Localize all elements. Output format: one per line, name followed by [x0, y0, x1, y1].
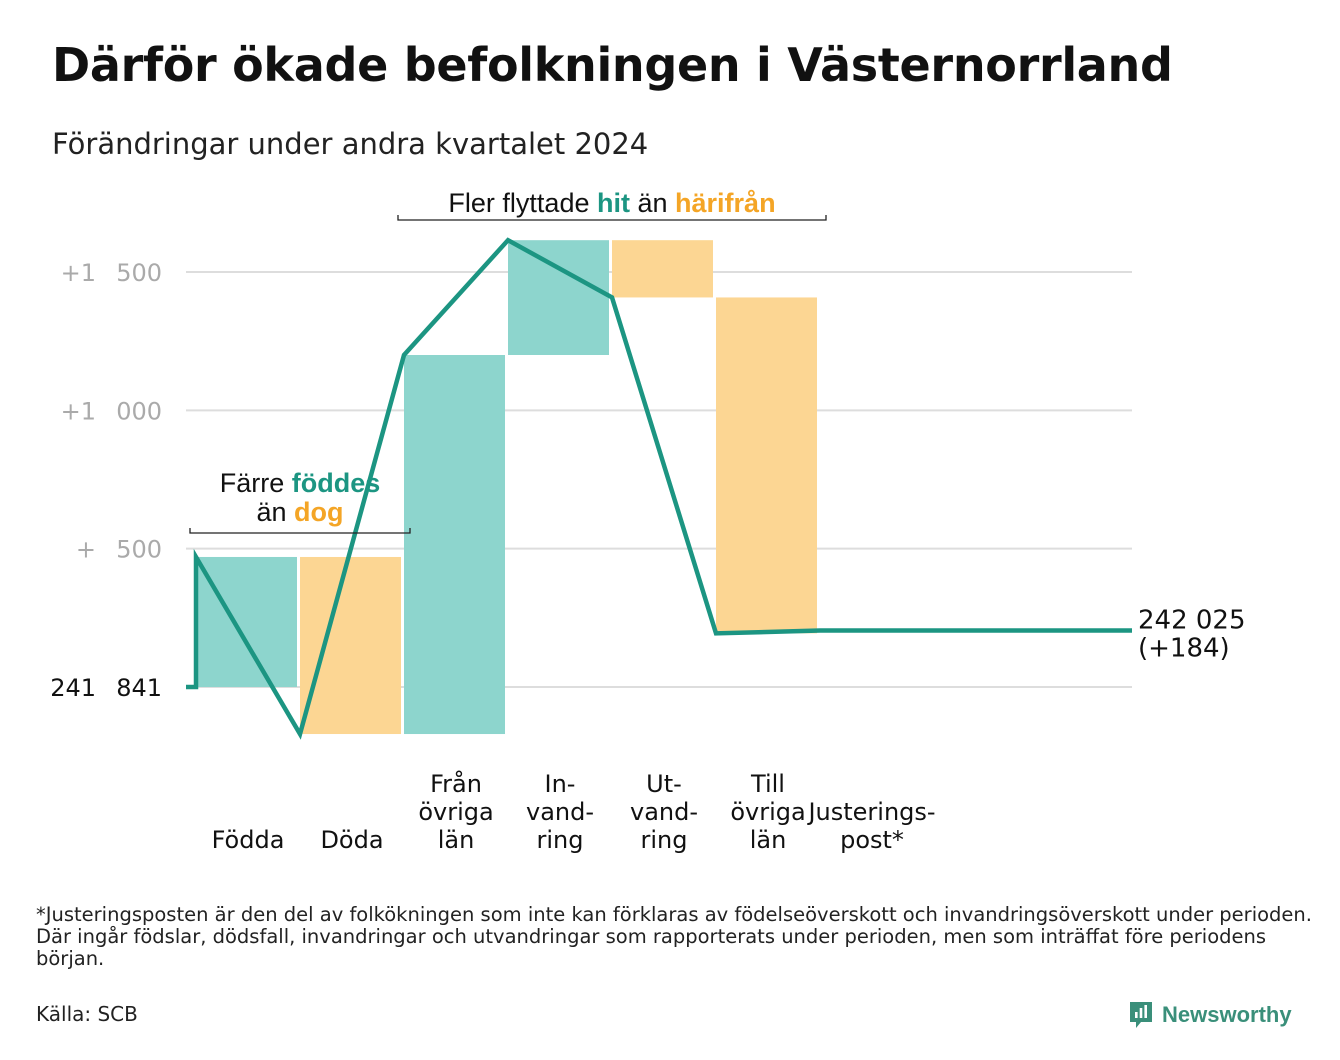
chart-title: Därför ökade befolkningen i Västernorrla… — [52, 38, 1173, 92]
annotation-text-part: Färre — [220, 468, 292, 498]
y-tick-label-value: 500 — [116, 259, 162, 287]
brand-logo: Newsworthy — [1128, 998, 1292, 1032]
annotation-bracket — [189, 528, 411, 534]
y-tick-label-value: 000 — [116, 397, 162, 425]
x-label-6: post* — [840, 826, 904, 854]
x-label-3: vand- — [526, 798, 594, 826]
x-label-1: Döda — [320, 826, 383, 854]
footnote: *Justeringsposten är den del av folkökni… — [36, 903, 1312, 970]
annotation-text: än dog — [256, 497, 343, 527]
step-line — [186, 237, 1132, 740]
annotation-text-part: dog — [294, 497, 343, 527]
bar-3 — [508, 240, 609, 355]
x-label-5: övriga — [730, 798, 805, 826]
annotation-text-part: än — [630, 188, 675, 218]
y-tick-label-prefix: + — [76, 536, 96, 564]
x-label-0: Födda — [212, 826, 285, 854]
x-label-5: Till — [750, 770, 785, 798]
y-tick-label-value: 500 — [116, 536, 162, 564]
y-tick-label-prefix: 241 — [50, 674, 96, 702]
waterfall-chart: 241 841+ 500+1 000+1 500 Födda DödaFrånövriga… — [50, 188, 1246, 854]
annotation-text: Färre föddes — [220, 468, 381, 498]
x-label-2: övriga — [418, 798, 493, 826]
annotation-text-part: hit — [597, 188, 630, 218]
final-value: 242 025 — [1138, 606, 1246, 636]
x-label-2: län — [438, 826, 475, 854]
x-label-4: Ut- — [646, 770, 682, 798]
y-axis-tick-labels: 241 841 + 500 +1 000 +1 500 — [50, 259, 162, 702]
y-tick-label-value: 841 — [116, 674, 162, 702]
x-label-3: ring — [537, 826, 584, 854]
bars — [196, 240, 817, 735]
bar-0 — [196, 556, 297, 687]
annotation-text-part: än — [256, 497, 294, 527]
annotation-text-part: föddes — [292, 468, 381, 498]
final-change: (+184) — [1138, 634, 1230, 664]
annotation-text-part: härifrån — [675, 188, 776, 218]
x-label-5: län — [750, 826, 787, 854]
cumulative-step-line — [186, 237, 1132, 740]
bar-4 — [612, 240, 713, 298]
annotation-bracket — [397, 215, 827, 221]
y-tick-label-prefix: +1 — [61, 259, 96, 287]
x-label-4: vand- — [630, 798, 698, 826]
y-tick-label-prefix: +1 — [61, 397, 96, 425]
x-label-3: In- — [545, 770, 576, 798]
final-value-label: 242 025(+184) — [1138, 606, 1246, 664]
x-label-4: ring — [641, 826, 688, 854]
annotation-text: Fler flyttade hit än härifrån — [448, 188, 775, 218]
newsworthy-logo-icon — [1130, 1002, 1152, 1028]
bar-2 — [404, 355, 505, 735]
source-label: Källa: SCB — [36, 1002, 138, 1026]
bar-5 — [716, 297, 817, 634]
brand-name: Newsworthy — [1162, 1002, 1292, 1027]
bar-1 — [300, 556, 401, 735]
annotation-text-part: Fler flyttade — [448, 188, 597, 218]
x-label-6: Justerings- — [806, 798, 935, 826]
x-axis-category-labels: Födda DödaFrånövrigalänIn-vand-ringUt-van… — [212, 769, 936, 854]
x-label-2: Från — [430, 769, 482, 798]
chart-subtitle: Förändringar under andra kvartalet 2024 — [52, 127, 649, 161]
